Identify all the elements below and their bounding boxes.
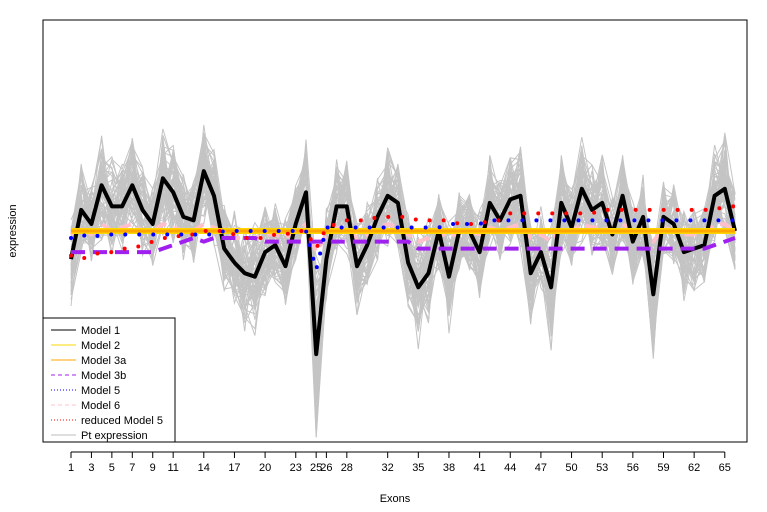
x-tick-label: 14 [198,462,210,474]
series-model-3b [71,236,736,255]
x-tick-label: 35 [412,462,424,474]
x-tick-label: 53 [596,462,608,474]
pt-expression-line [70,160,736,374]
legend-label: Model 1 [81,325,120,337]
x-tick-label: 23 [290,462,302,474]
x-tick-label: 44 [504,462,516,474]
y-axis-label: expression [7,204,19,257]
x-tick-label: 38 [443,462,455,474]
x-tick-label: 62 [688,462,700,474]
x-tick-label: 47 [535,462,547,474]
x-tick-label: 56 [627,462,639,474]
x-tick-label: 3 [88,462,94,474]
legend-label: Model 3b [81,370,126,382]
x-axis-label: Exons [380,493,411,505]
series-layer [69,169,737,357]
legend: Model 1 Model 2 Model 3a Model 3b Model 5 Mod… [42,317,176,443]
x-tick-label: 50 [565,462,577,474]
x-tick-label: 9 [150,462,156,474]
x-tick-label: 1 [68,462,74,474]
legend-label: Model 2 [81,340,120,352]
plot-area-border [42,19,748,443]
x-tick-label: 20 [259,462,271,474]
series-reduced-model-5 [69,204,737,262]
x-tick-label: 11 [167,462,178,474]
legend-label: Model 5 [81,385,120,397]
legend-label: reduced Model 5 [81,415,163,427]
legend-label: Pt expression [81,430,148,442]
x-tick-label: 32 [382,462,394,474]
x-tick-label: 26 [320,462,332,474]
x-tick-label: 7 [129,462,135,474]
x-tick-label: 5 [109,462,115,474]
x-tick-label: 17 [228,462,240,474]
x-tick-label: 41 [473,462,485,474]
x-tick-label: 25 [310,462,322,474]
legend-label: Model 6 [81,400,120,412]
x-tick-label: 28 [341,462,353,474]
series-model-5 [69,218,737,272]
x-tick-label: 65 [719,462,731,474]
x-tick-label: 59 [657,462,669,474]
legend-box [42,317,176,443]
legend-label: Model 3a [81,355,127,367]
